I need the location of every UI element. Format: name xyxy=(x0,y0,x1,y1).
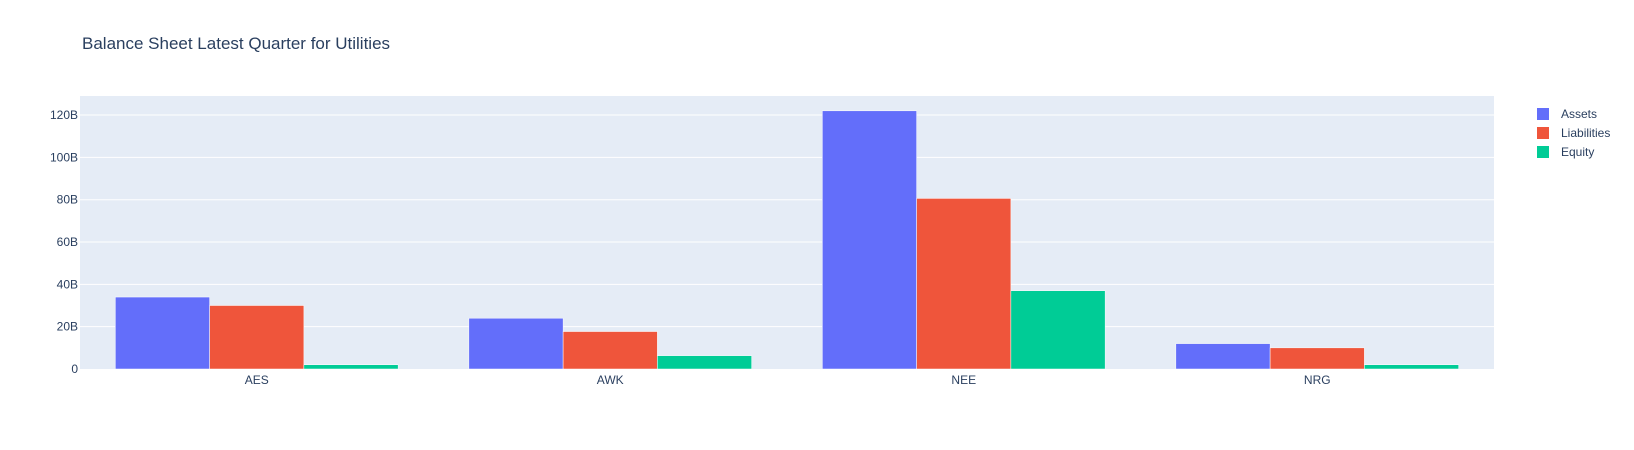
plot-background xyxy=(80,96,1494,369)
y-tick-label: 120B xyxy=(50,108,78,122)
x-tick-label: NEE xyxy=(951,373,976,387)
x-tick-label: AWK xyxy=(597,373,624,387)
bar-liabilities-nee xyxy=(916,198,1012,370)
bar-assets-nee xyxy=(822,110,917,370)
bar-assets-aes xyxy=(115,296,210,370)
x-tick-label: AES xyxy=(245,373,269,387)
legend-item-assets[interactable]: Assets xyxy=(1537,107,1597,121)
y-tick-label: 0 xyxy=(71,362,78,376)
bar-equity-awk xyxy=(657,355,752,370)
legend-swatch xyxy=(1537,146,1549,158)
bar-equity-aes xyxy=(303,364,399,370)
y-axis-ticks: 0 20B 40B 60B 80B 100B 120B xyxy=(50,108,78,376)
legend-swatch xyxy=(1537,127,1549,139)
legend-label: Equity xyxy=(1561,145,1594,159)
bar-assets-nrg xyxy=(1175,343,1271,370)
legend-item-liabilities[interactable]: Liabilities xyxy=(1537,126,1610,140)
y-tick-label: 80B xyxy=(57,193,78,207)
y-tick-label: 60B xyxy=(57,235,78,249)
legend-label: Liabilities xyxy=(1561,126,1610,140)
y-tick-label: 40B xyxy=(57,277,78,291)
gridlines xyxy=(80,114,1494,328)
bar-liabilities-aes xyxy=(209,305,305,370)
x-tick-label: NRG xyxy=(1304,373,1331,387)
y-tick-label: 20B xyxy=(57,320,78,334)
x-axis-ticks: AES AWK NEE NRG xyxy=(245,373,1331,387)
bar-equity-nee xyxy=(1010,290,1106,370)
legend: Assets Liabilities Equity xyxy=(1537,107,1610,159)
legend-swatch xyxy=(1537,108,1549,120)
legend-label: Assets xyxy=(1561,107,1597,121)
bar-equity-nrg xyxy=(1364,364,1459,370)
bar-liabilities-awk xyxy=(562,331,658,370)
bars xyxy=(115,110,1459,370)
legend-item-equity[interactable]: Equity xyxy=(1537,145,1594,159)
y-tick-label: 100B xyxy=(50,150,78,164)
chart-title: Balance Sheet Latest Quarter for Utiliti… xyxy=(82,34,390,53)
bar-assets-awk xyxy=(468,317,564,370)
bar-liabilities-nrg xyxy=(1269,347,1365,370)
